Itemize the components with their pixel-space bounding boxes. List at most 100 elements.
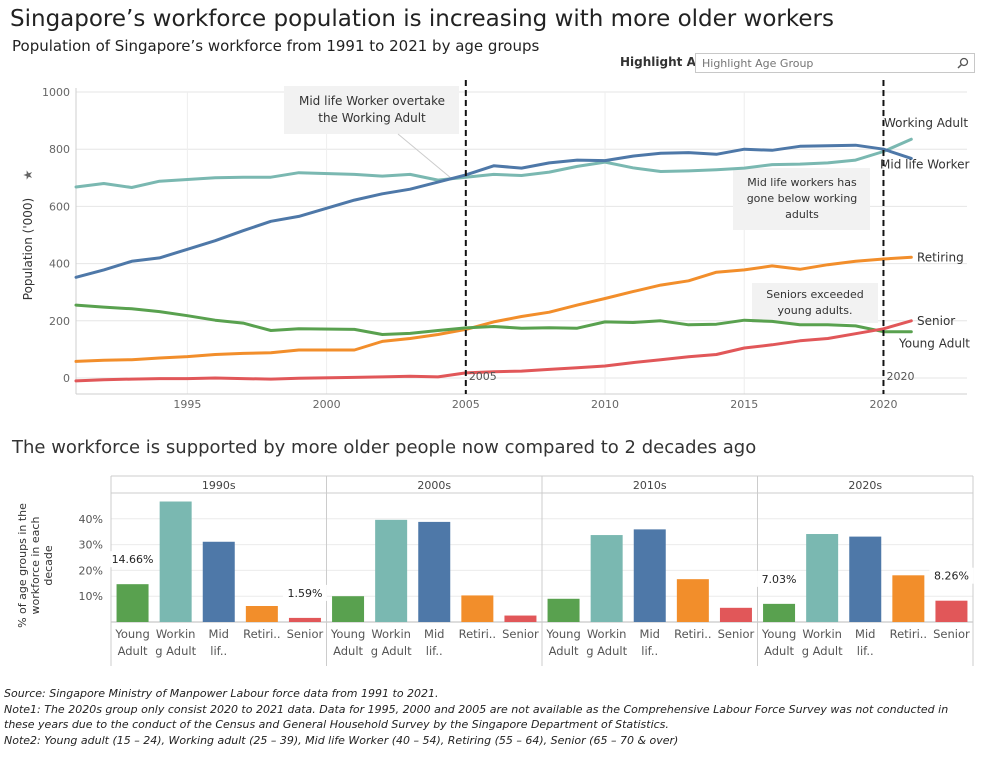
source-note: Source: Singapore Ministry of Manpower L… (4, 687, 439, 700)
series-label: Working Adult (884, 116, 968, 130)
panel-header: 1990s (202, 479, 236, 492)
reference-line-label: 2005 (469, 370, 497, 383)
annotation-box (752, 283, 878, 323)
y-tick-label: 40% (79, 513, 103, 526)
series-label: Senior (917, 314, 955, 328)
series-line-retiring (74, 255, 913, 363)
annotation-text: Seniors exceeded (766, 288, 863, 301)
x-category-label: Workin (587, 627, 627, 641)
bar-chart: % of age groups in the workforce in each d… (16, 475, 974, 666)
annotation-text: Mid life workers has (747, 176, 857, 189)
x-category-label: Young (114, 627, 149, 641)
bar (892, 575, 925, 622)
series-label: Young Adult (898, 337, 970, 351)
y-tick-label: 20% (79, 564, 103, 577)
footnotes: Source: Singapore Ministry of Manpower L… (4, 686, 984, 748)
y-tick-label: 200 (49, 315, 70, 328)
highlight-age-group-input[interactable] (696, 54, 963, 72)
series-line-working-adult (74, 137, 913, 189)
bar (504, 615, 537, 622)
data-label-bg (757, 570, 802, 587)
data-label: 1.59% (287, 587, 322, 600)
x-category-label: Senior (502, 627, 539, 641)
series-line-young-adult (74, 303, 913, 336)
data-label-bg (282, 584, 327, 601)
bar (461, 595, 494, 622)
x-tick-label: 2020 (869, 398, 897, 411)
note2: Note2: Young adult (15 – 24), Working ad… (4, 733, 679, 747)
data-label-bg (110, 551, 155, 568)
bar (935, 600, 968, 622)
y-tick-label: 1000 (42, 86, 70, 99)
x-category-label: Young (545, 627, 580, 641)
x-category-label: Adult (549, 644, 579, 658)
bar (375, 519, 408, 622)
annotation-text: Mid life Worker overtake (299, 94, 445, 108)
highlight-label: Highlight A.. (620, 55, 706, 69)
data-label: 8.26% (934, 570, 969, 583)
bar (159, 501, 192, 622)
search-icon[interactable] (956, 56, 970, 70)
x-category-label: Senior (718, 627, 755, 641)
series-line-mid-life-worker (74, 143, 913, 279)
annotation-text: young adults. (778, 304, 853, 317)
x-category-label: Retiri.. (459, 627, 497, 641)
bar (202, 541, 235, 622)
x-category-label: Workin (156, 627, 196, 641)
bar (288, 617, 321, 622)
reference-line-label: 2020 (886, 370, 914, 383)
annotation-box (733, 168, 870, 230)
x-category-label: Senior (287, 627, 324, 641)
annotation-midlife-overtake: Mid life Worker overtake the Working Adul… (284, 86, 459, 178)
x-category-label: Mid (424, 627, 444, 641)
y-tick-label: 600 (49, 200, 70, 213)
annotation-box (284, 86, 459, 134)
x-category-label: Young (330, 627, 365, 641)
x-category-label: g Adult (586, 644, 627, 658)
x-category-label: Adult (333, 644, 363, 658)
x-tick-label: 2015 (730, 398, 758, 411)
note1-line2: these years due to the conduct of the Ce… (4, 718, 669, 731)
bar (719, 607, 752, 622)
bar (849, 536, 882, 622)
data-label: 7.03% (762, 573, 797, 586)
x-category-label: g Adult (371, 644, 412, 658)
annotation-text: gone below working (747, 192, 858, 205)
annotation-midlife-below: Mid life workers has gone below working ad… (733, 168, 870, 230)
annotation-text: the Working Adult (318, 111, 426, 125)
x-category-label: lif.. (426, 644, 443, 658)
x-category-label: Mid (209, 627, 229, 641)
x-category-label: Workin (371, 627, 411, 641)
y-tick-label: 400 (49, 258, 70, 271)
bar (116, 584, 149, 622)
x-category-label: lif.. (210, 644, 227, 658)
x-category-label: lif.. (857, 644, 874, 658)
page-subtitle: Population of Singapore’s workforce from… (12, 37, 540, 55)
bar (676, 579, 709, 622)
highlight-search-box[interactable] (695, 53, 975, 73)
y-tick-label: 0 (63, 372, 70, 385)
x-tick-label: 2005 (452, 398, 480, 411)
x-tick-label: 1995 (173, 398, 201, 411)
x-category-label: Retiri.. (674, 627, 712, 641)
bar (332, 596, 365, 622)
bar (806, 534, 839, 622)
x-category-label: g Adult (155, 644, 196, 658)
x-category-label: Mid (640, 627, 660, 641)
panel-header: 2000s (417, 479, 451, 492)
y-tick-label: 10% (79, 590, 103, 603)
x-category-label: Young (761, 627, 796, 641)
x-category-label: Mid (855, 627, 875, 641)
y-axis-title: % of age groups in the (16, 503, 29, 628)
y-axis-title: workforce in each (29, 517, 42, 615)
x-category-label: Retiri.. (243, 627, 281, 641)
x-category-label: Retiri.. (890, 627, 928, 641)
bar (245, 606, 278, 622)
bar (633, 529, 666, 622)
y-axis-title: Population ('000) (21, 198, 35, 300)
x-tick-label: 2000 (313, 398, 341, 411)
series-line-senior (74, 319, 913, 383)
annotation-leader (397, 133, 451, 178)
y-tick-label: 800 (49, 143, 70, 156)
x-tick-label: 2010 (591, 398, 619, 411)
